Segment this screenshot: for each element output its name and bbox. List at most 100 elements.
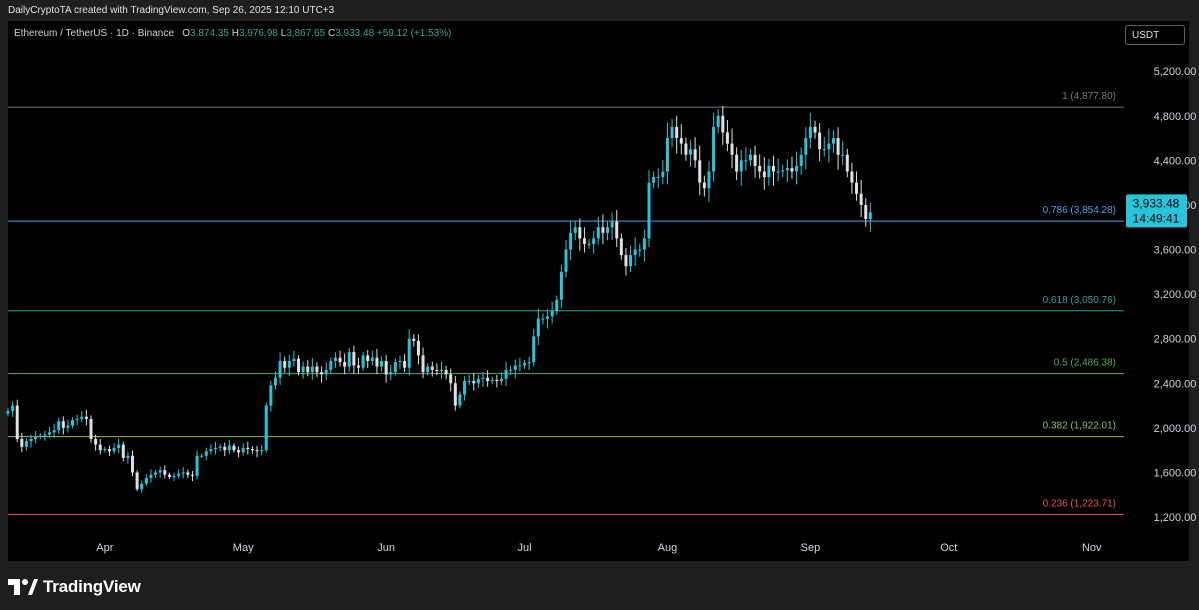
candle-body <box>831 138 835 144</box>
candle-body <box>356 365 360 368</box>
high-value: 3,976.98 <box>238 28 278 39</box>
candle-body <box>131 455 135 473</box>
time-axis[interactable]: Apr May Jun Jul Aug Sep Oct Nov <box>96 542 1102 554</box>
candle-body <box>665 138 669 172</box>
candle-body <box>656 177 660 179</box>
tradingview-brand: TradingView <box>43 577 141 596</box>
candle-body <box>306 366 310 373</box>
candle-body <box>375 357 379 367</box>
candle-body <box>29 439 33 442</box>
candle-body <box>693 149 697 161</box>
candle-body <box>532 336 536 363</box>
candle-body <box>781 170 785 172</box>
candle-body <box>34 436 38 440</box>
candle-body <box>126 455 130 458</box>
price-tick-8: 4,400.00 <box>1154 155 1197 167</box>
candle-body <box>513 365 517 370</box>
candle-body <box>573 227 577 233</box>
candle-body <box>785 168 789 171</box>
candle-body <box>582 238 586 244</box>
price-axis[interactable]: 1,200.00 1,600.00 2,000.00 2,400.00 2,800.00… <box>1154 66 1197 524</box>
candle-body <box>352 352 356 366</box>
time-tick-5: Sep <box>801 542 821 554</box>
fib-label-2: 0.618 (3,050.76) <box>1043 295 1116 306</box>
price-tick-9: 4,800.00 <box>1154 111 1197 123</box>
candle-body <box>426 366 430 373</box>
candle-body <box>841 154 845 156</box>
candle-body <box>186 472 190 475</box>
candle-body <box>190 474 194 476</box>
candle-body <box>80 416 84 419</box>
tradingview-footer[interactable]: TradingView <box>8 574 141 600</box>
candle-body <box>416 340 420 356</box>
candle-body <box>94 439 98 445</box>
candle-body <box>772 165 776 172</box>
price-tick-3: 2,400.00 <box>1154 378 1197 390</box>
close-value: 3,933.48 <box>335 28 375 39</box>
candle-body <box>297 358 301 373</box>
candle-body <box>476 378 480 384</box>
chart-panel[interactable] <box>8 21 1189 561</box>
candle-body <box>430 366 434 370</box>
candle-body <box>472 381 476 384</box>
candle-body <box>435 369 439 372</box>
candle-body <box>509 369 513 371</box>
candle-body <box>75 418 79 421</box>
candle-body <box>315 366 319 373</box>
candle-body <box>550 310 554 317</box>
candle-body <box>144 478 148 484</box>
candle-body <box>712 126 716 172</box>
candle-body <box>836 138 840 155</box>
candle-body <box>57 421 61 431</box>
candle-body <box>799 154 803 166</box>
candle-body <box>154 472 158 475</box>
candle-body <box>52 430 56 433</box>
candle-body <box>227 445 231 451</box>
candle-body <box>596 227 600 239</box>
candle-body <box>864 204 868 219</box>
candle-body <box>619 238 623 256</box>
candle-body <box>592 238 596 244</box>
candle-body <box>84 416 88 419</box>
candle-body <box>868 212 872 219</box>
candle-body <box>753 154 757 166</box>
candle-body <box>11 405 15 412</box>
candle-body <box>439 369 443 372</box>
candle-body <box>615 221 619 239</box>
candle-body <box>403 360 407 368</box>
low-value: 3,867.65 <box>286 28 326 39</box>
candle-body <box>112 447 116 452</box>
price-tick-2: 2,000.00 <box>1154 423 1197 435</box>
candle-body <box>181 472 185 474</box>
candle-body <box>177 473 181 476</box>
candle-body <box>536 318 540 337</box>
candle-body <box>15 405 19 440</box>
price-tick-10: 5,200.00 <box>1154 66 1197 78</box>
candle-body <box>795 165 799 172</box>
candle-body <box>744 160 748 162</box>
change-value: +59.12 (+1.53%) <box>376 28 452 39</box>
candle-body <box>361 355 365 368</box>
candle-body <box>739 160 743 172</box>
chart-caption: DailyCryptoTA created with TradingView.c… <box>8 5 335 16</box>
candle-body <box>818 132 822 150</box>
candle-body <box>467 381 471 383</box>
candle-body <box>43 434 47 436</box>
fib-label-3: 0.5 (2,486.38) <box>1054 358 1116 369</box>
candle-body <box>495 379 499 382</box>
symbol-title: Ethereum / TetherUS · 1D · Binance <box>14 28 174 39</box>
candle-body <box>135 472 139 490</box>
candle-body <box>260 450 264 452</box>
candle-body <box>633 249 637 256</box>
candle-body <box>546 316 550 319</box>
time-tick-2: Jun <box>377 542 395 554</box>
candle-body <box>808 126 812 139</box>
candle-body <box>675 126 679 139</box>
time-tick-3: Jul <box>517 542 531 554</box>
candle-body <box>725 132 729 144</box>
candles <box>6 106 872 494</box>
candle-body <box>790 168 794 172</box>
candle-body <box>38 435 42 437</box>
currency-button[interactable]: USDT <box>1125 25 1185 45</box>
